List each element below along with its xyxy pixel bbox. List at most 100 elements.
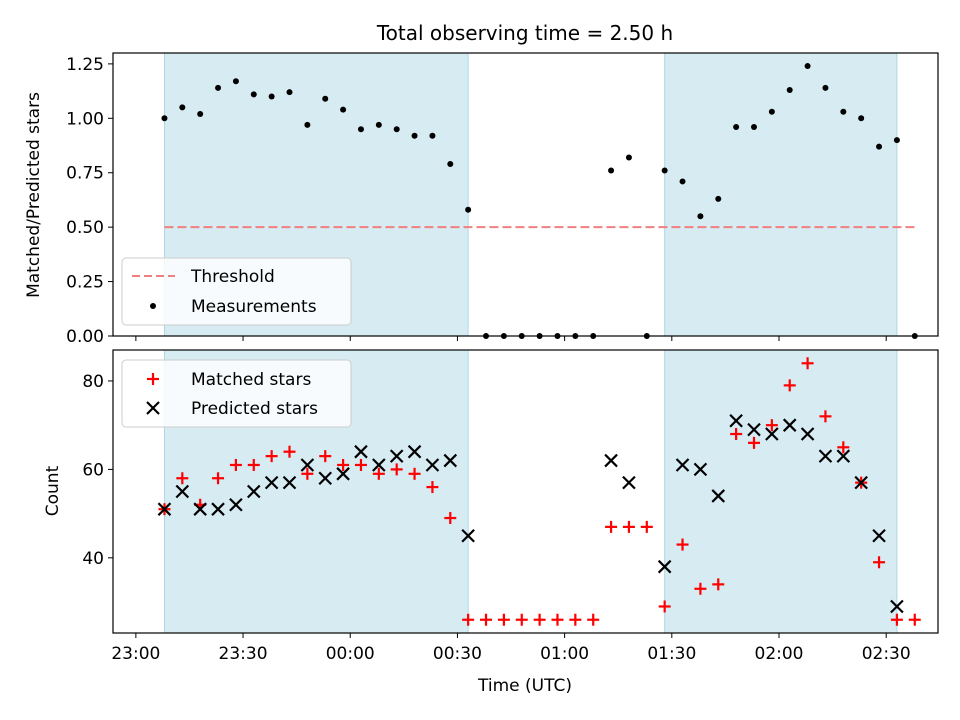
- measurements-point-11: [357, 126, 364, 133]
- predicted-stars-point-6: [264, 475, 279, 490]
- predicted-stars-point-7: [282, 475, 297, 490]
- measurements-point-14: [411, 132, 418, 139]
- matched-stars-point-36: [801, 357, 814, 370]
- measurements-point-26: [625, 154, 632, 161]
- panel1-ytick-label-0: 40: [82, 549, 104, 569]
- matched-stars-point-32: [730, 428, 743, 441]
- measurements-point-8: [304, 121, 311, 128]
- matched-stars-point-20: [515, 613, 528, 626]
- xtick-label-4: 01:00: [540, 644, 589, 664]
- predicted-stars-point-25: [747, 422, 761, 437]
- measurements-point-39: [858, 115, 865, 122]
- bottom-panel: 40 60 80 23:00 23:30 00:00 00:30 01:00 01:30 02:…: [43, 349, 939, 696]
- measurements-point-40: [876, 143, 883, 150]
- measurements-point-32: [733, 124, 740, 131]
- matched-stars-point-8: [301, 467, 314, 480]
- measurements-point-25: [608, 167, 615, 174]
- top-legend-box: [121, 257, 352, 326]
- measurements-point-7: [286, 89, 293, 96]
- matched-stars-point-4: [229, 458, 242, 471]
- measurements-point-29: [679, 178, 686, 185]
- measurements-point-30: [697, 213, 704, 220]
- bottom-legend-box: [121, 359, 352, 428]
- legend-measurements-label: Measurements: [191, 297, 317, 317]
- measurements-point-6: [268, 93, 275, 100]
- measurements-point-31: [715, 195, 722, 202]
- measurements-point-1: [179, 104, 186, 111]
- matched-stars-point-24: [587, 613, 600, 626]
- predicted-stars-point-28: [800, 427, 815, 441]
- measurements-point-4: [232, 78, 239, 85]
- top-y-axis-label: Matched/Predicted stars: [24, 92, 44, 298]
- predicted-stars-point-22: [693, 462, 708, 477]
- matched-stars-point-18: [480, 613, 493, 626]
- xtick-label-3: 00:30: [433, 644, 482, 664]
- xtick-label-0: 23:00: [111, 644, 160, 664]
- panel0-ytick-label-3: 0.75: [66, 164, 104, 184]
- matched-stars-point-3: [212, 472, 225, 485]
- matched-stars-point-12: [372, 467, 385, 480]
- predicted-stars-point-19: [622, 475, 636, 490]
- xtick-label-2: 00:00: [326, 644, 375, 664]
- matched-stars-point-5: [247, 458, 260, 471]
- legend-predicted-label: Predicted stars: [191, 399, 318, 419]
- predicted-stars-point-2: [193, 502, 207, 516]
- legend-measurements-swatch: [150, 303, 156, 309]
- matched-stars-point-38: [837, 441, 850, 454]
- top-legend: Threshold Measurements: [121, 257, 352, 326]
- measurements-point-35: [786, 87, 793, 94]
- measurements-point-17: [465, 206, 472, 213]
- predicted-stars-point-18: [604, 453, 618, 468]
- legend-matched-label: Matched stars: [191, 370, 311, 390]
- matched-stars-point-1: [176, 472, 189, 485]
- predicted-stars-point-26: [765, 427, 779, 441]
- bottom-legend: Matched stars Predicted stars: [121, 359, 352, 428]
- matched-stars-point-16: [444, 512, 457, 525]
- predicted-stars-point-14: [407, 444, 422, 459]
- predicted-stars-point-13: [389, 449, 404, 463]
- measurements-point-33: [750, 124, 757, 131]
- xtick-label-7: 02:30: [862, 644, 911, 664]
- matched-stars-point-28: [658, 600, 671, 613]
- x-axis-label: Time (UTC): [477, 676, 572, 696]
- panel0-ytick-label-0: 0.00: [66, 327, 104, 347]
- measurements-point-34: [768, 108, 775, 115]
- matched-stars-point-40: [873, 556, 886, 569]
- legend-predicted-swatch: [146, 401, 160, 415]
- panel1-ytick-label-1: 60: [82, 460, 104, 480]
- predicted-stars-point-27: [782, 418, 797, 432]
- matched-stars-point-14: [408, 467, 421, 480]
- matched-stars-point-42: [908, 613, 921, 626]
- predicted-stars-point-30: [836, 449, 851, 463]
- measurements-point-0: [161, 115, 168, 122]
- measurements-point-9: [322, 95, 329, 102]
- predicted-stars-point-21: [675, 458, 690, 472]
- measurements-point-28: [661, 167, 668, 174]
- predicted-stars-point-32: [872, 528, 886, 543]
- matched-stars-point-15: [426, 481, 439, 494]
- matched-stars-point-29: [676, 538, 689, 551]
- predicted-stars-point-4: [229, 497, 243, 512]
- matched-stars-point-30: [694, 582, 707, 595]
- predicted-stars-point-24: [729, 413, 743, 428]
- xtick-label-6: 02:00: [755, 644, 804, 664]
- matched-stars-point-33: [747, 436, 760, 449]
- panel0-ytick-label-5: 1.25: [66, 55, 104, 75]
- predicted-stars-point-23: [711, 489, 726, 503]
- measurements-point-2: [197, 110, 204, 117]
- measurements-point-10: [340, 106, 347, 113]
- legend-threshold-label: Threshold: [190, 267, 275, 287]
- matched-stars-point-17: [462, 613, 475, 626]
- matched-stars-point-25: [605, 520, 618, 533]
- predicted-stars-point-20: [657, 559, 672, 574]
- predicted-stars-point-10: [336, 467, 350, 481]
- measurements-point-15: [429, 132, 436, 139]
- xtick-label-5: 01:30: [647, 644, 696, 664]
- predicted-stars-point-16: [443, 453, 458, 468]
- panel1-ytick-label-2: 80: [82, 372, 104, 392]
- matched-stars-point-37: [819, 410, 832, 423]
- matched-stars-point-35: [783, 379, 796, 392]
- matched-stars-point-41: [890, 613, 903, 626]
- top-panel-frame: [112, 52, 939, 337]
